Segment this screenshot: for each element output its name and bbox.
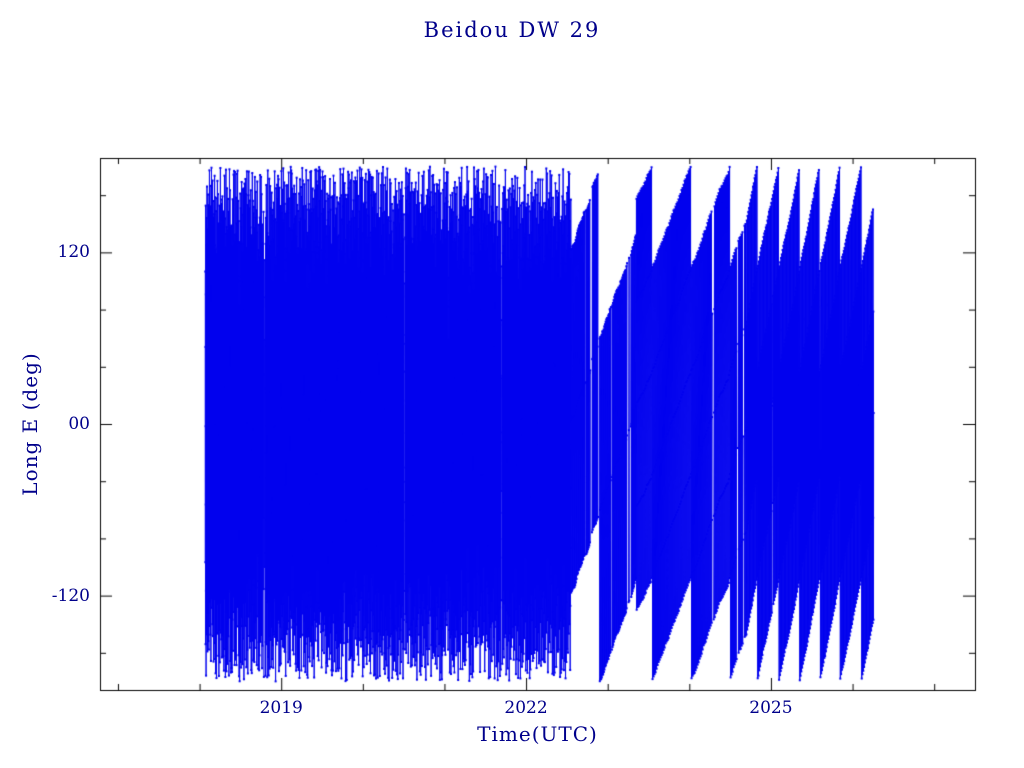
x-tick-label: 2025 xyxy=(749,698,793,718)
x-axis-label: Time(UTC) xyxy=(477,722,598,746)
y-tick-label: -120 xyxy=(51,585,90,606)
y-axis-label: Long E (deg) xyxy=(18,352,42,496)
x-tick-label: 2022 xyxy=(504,698,548,718)
y-tick-label: 120 xyxy=(57,242,90,263)
y-tick-label: 00 xyxy=(68,414,90,434)
x-tick-label: 2019 xyxy=(259,698,303,718)
